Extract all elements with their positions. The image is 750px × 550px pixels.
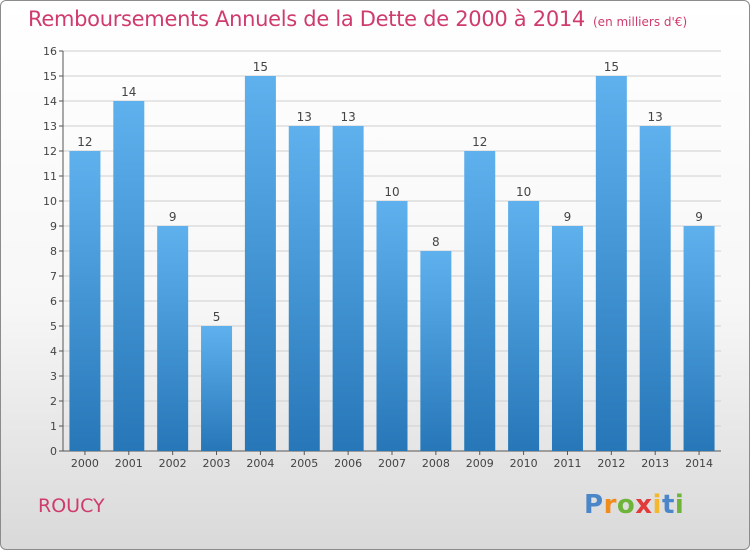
y-tick-label: 9	[50, 220, 57, 233]
y-tick-label: 15	[43, 70, 57, 83]
labels: 0123456789101112131415161220001420019200…	[43, 45, 713, 470]
data-label: 9	[564, 210, 572, 224]
bar	[683, 226, 715, 451]
data-label: 9	[695, 210, 703, 224]
logo-letter: i	[652, 490, 662, 520]
x-tick-label: 2006	[334, 457, 362, 470]
bar	[244, 76, 276, 451]
logo-letter: r	[603, 490, 617, 520]
bar	[376, 201, 408, 451]
data-label: 12	[472, 135, 487, 149]
proxiti-logo: Proxiti	[584, 490, 684, 520]
y-tick-label: 3	[50, 370, 57, 383]
chart-title: Remboursements Annuels de la Dette de 20…	[28, 7, 687, 31]
bar	[420, 251, 452, 451]
logo-letter: i	[674, 490, 685, 520]
y-tick-label: 0	[50, 445, 57, 458]
bar	[69, 151, 101, 451]
x-tick-label: 2000	[71, 457, 99, 470]
x-tick-label: 2009	[466, 457, 494, 470]
y-tick-label: 13	[43, 120, 57, 133]
bar	[595, 76, 627, 451]
data-label: 9	[169, 210, 177, 224]
y-tick-label: 16	[43, 45, 57, 58]
bar	[201, 326, 233, 451]
y-tick-label: 12	[43, 145, 57, 158]
bar	[508, 201, 540, 451]
y-tick-label: 5	[50, 320, 57, 333]
y-tick-label: 1	[50, 420, 57, 433]
bar	[464, 151, 496, 451]
logo-letter: o	[616, 490, 636, 520]
data-label: 14	[121, 85, 136, 99]
x-tick-label: 2002	[159, 457, 187, 470]
chart-title-unit: (en milliers d'€)	[593, 15, 688, 29]
data-label: 8	[432, 235, 440, 249]
bar	[113, 101, 145, 451]
data-label: 12	[77, 135, 92, 149]
y-tick-label: 10	[43, 195, 57, 208]
x-tick-label: 2008	[422, 457, 450, 470]
data-label: 13	[297, 110, 312, 124]
x-tick-label: 2013	[641, 457, 669, 470]
y-tick-label: 14	[43, 95, 57, 108]
x-tick-label: 2005	[290, 457, 318, 470]
y-tick-label: 7	[50, 270, 57, 283]
data-label: 13	[648, 110, 663, 124]
bar	[288, 126, 320, 451]
y-tick-label: 2	[50, 395, 57, 408]
bars	[69, 76, 715, 451]
bar	[157, 226, 189, 451]
x-tick-label: 2011	[553, 457, 581, 470]
bar	[639, 126, 671, 451]
chart-title-text: Remboursements Annuels de la Dette de 20…	[28, 7, 585, 31]
data-label: 15	[604, 60, 619, 74]
logo-letter: P	[584, 490, 604, 520]
data-label: 15	[253, 60, 268, 74]
bar	[551, 226, 583, 451]
x-tick-label: 2001	[115, 457, 143, 470]
x-tick-label: 2014	[685, 457, 713, 470]
data-label: 10	[516, 185, 531, 199]
x-tick-label: 2004	[246, 457, 274, 470]
x-tick-label: 2007	[378, 457, 406, 470]
y-tick-label: 4	[50, 345, 57, 358]
logo-letter: x	[635, 490, 653, 520]
data-label: 13	[340, 110, 355, 124]
x-tick-label: 2003	[203, 457, 231, 470]
commune-name: ROUCY	[38, 495, 105, 517]
bar	[332, 126, 364, 451]
y-tick-label: 6	[50, 295, 57, 308]
data-label: 5	[213, 310, 221, 324]
data-label: 10	[384, 185, 399, 199]
x-tick-label: 2012	[597, 457, 625, 470]
y-tick-label: 11	[43, 170, 57, 183]
logo-letter: t	[661, 490, 675, 520]
y-tick-label: 8	[50, 245, 57, 258]
x-tick-label: 2010	[510, 457, 538, 470]
